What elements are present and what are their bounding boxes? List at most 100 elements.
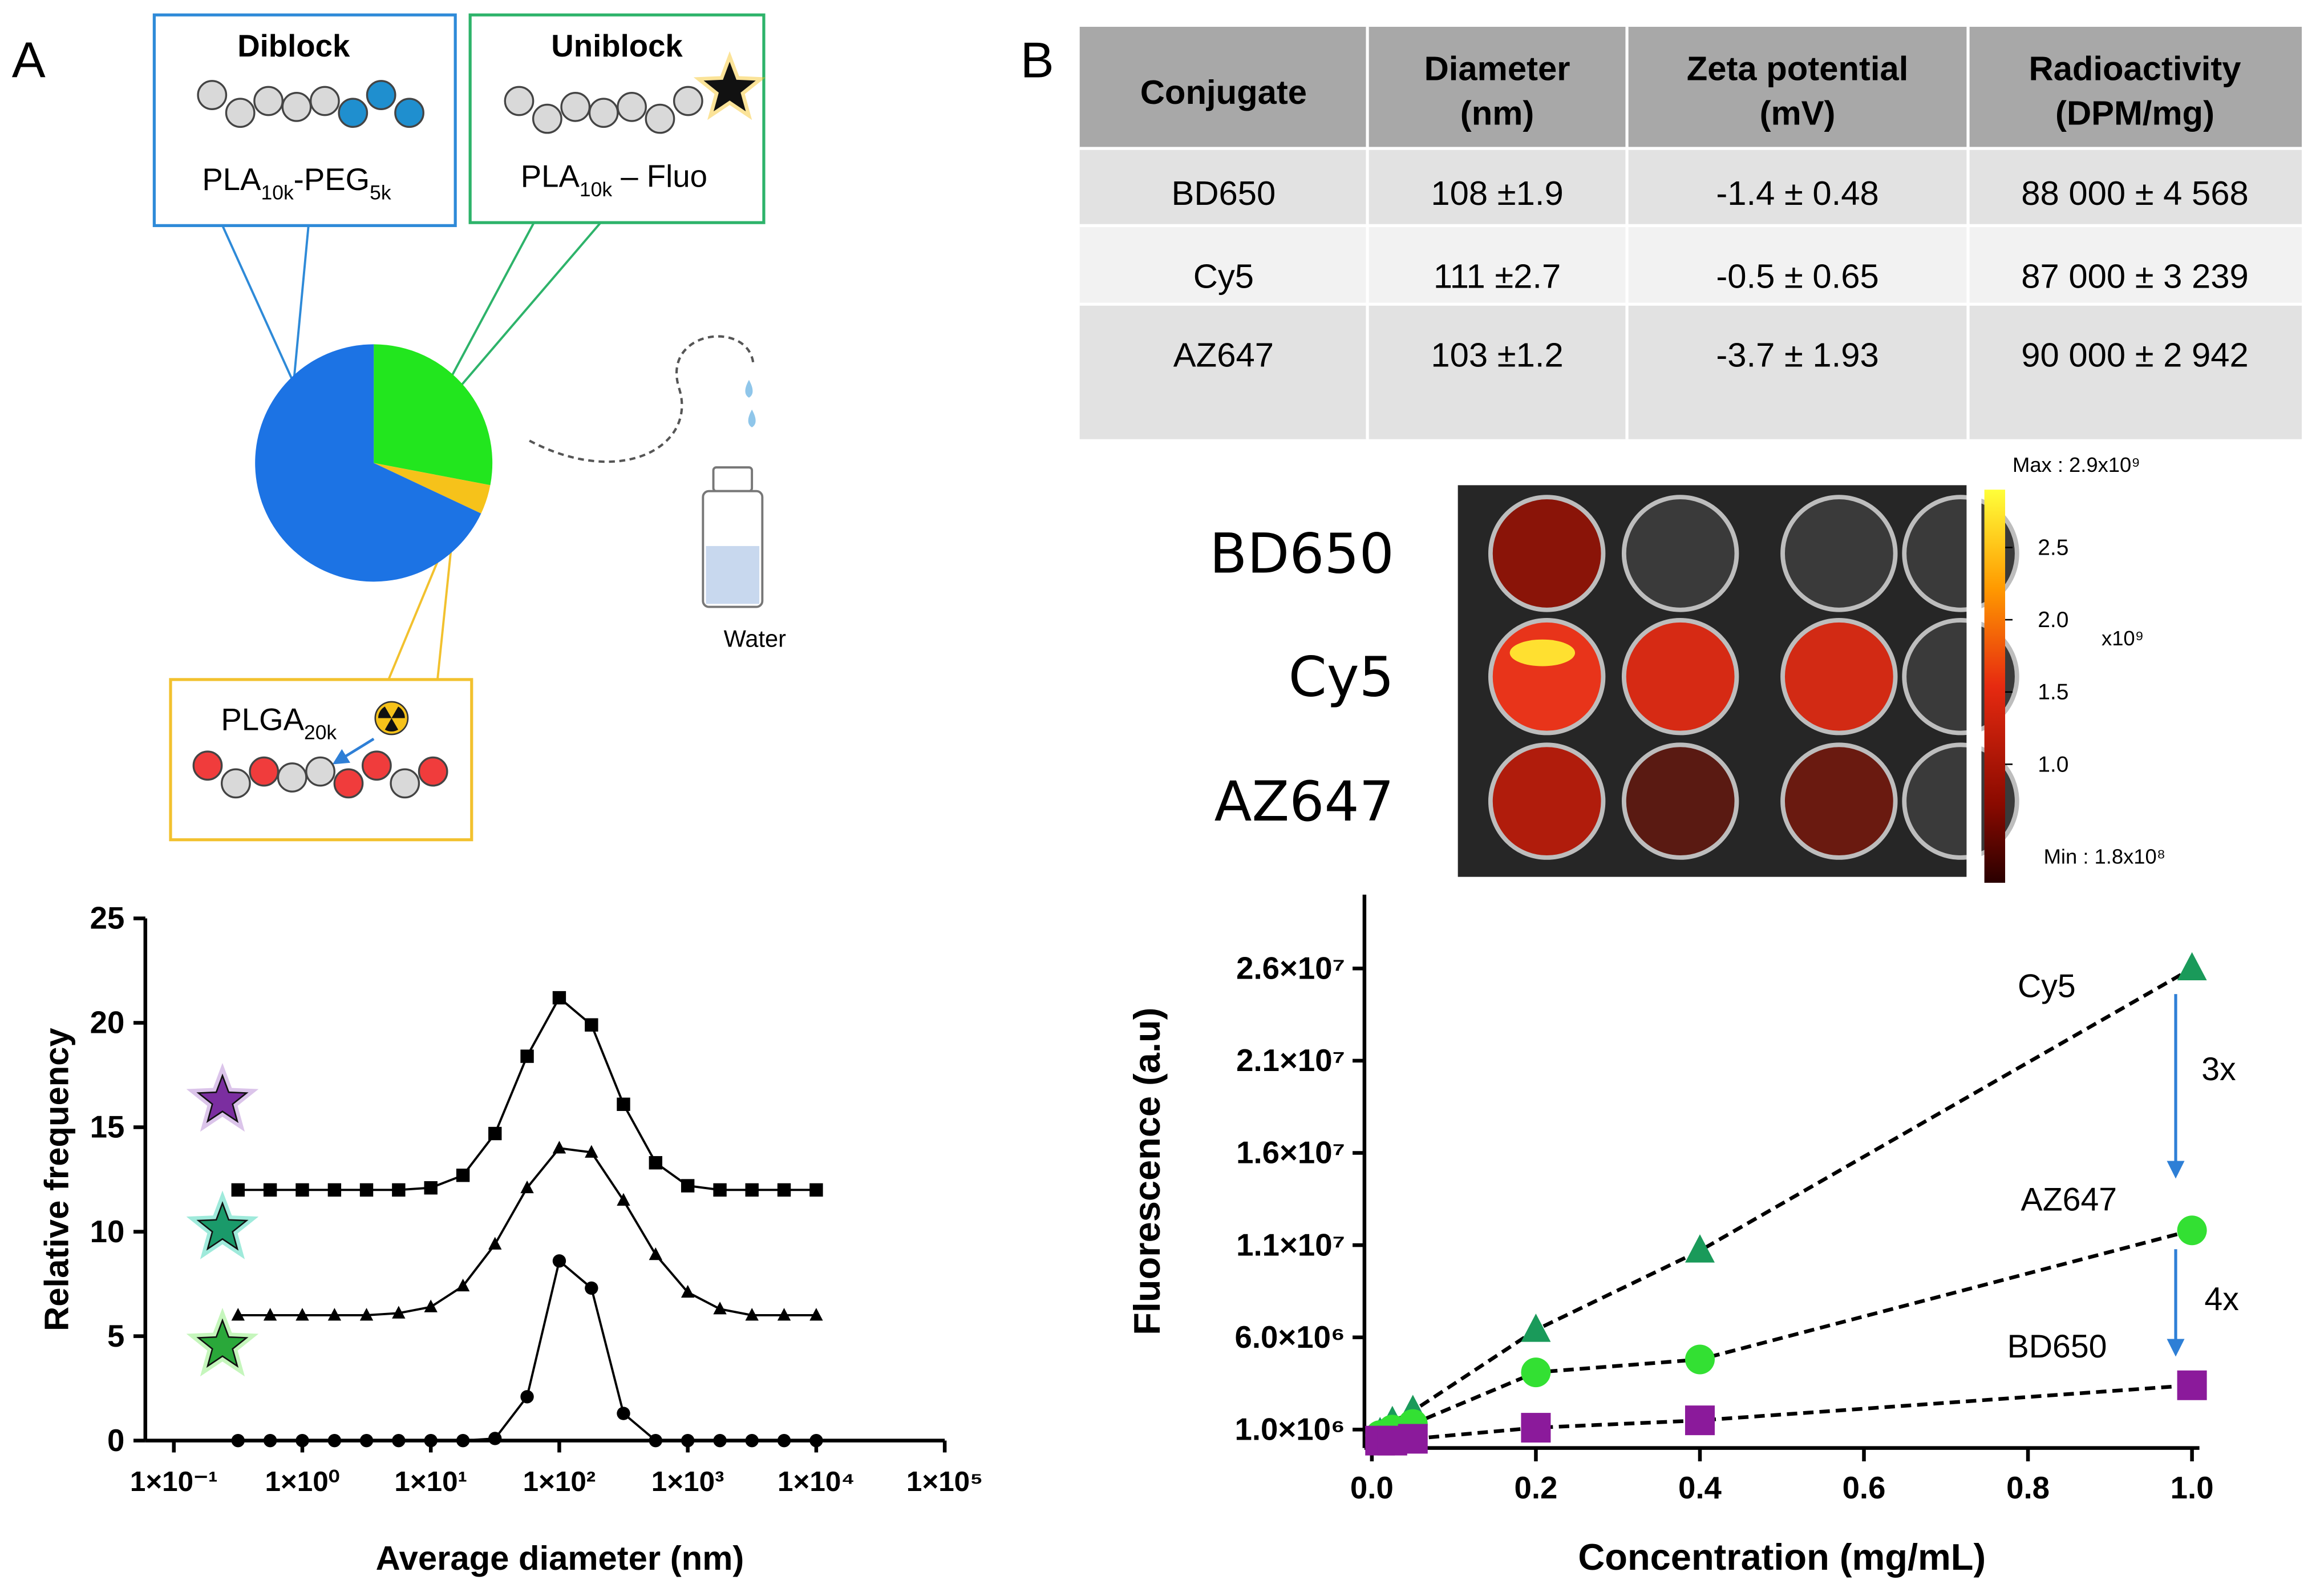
series-label: AZ647 bbox=[2021, 1182, 2117, 1218]
x-tick-label: 1×10⁴ bbox=[778, 1466, 855, 1497]
marker-triangle bbox=[295, 1308, 309, 1321]
marker-square bbox=[809, 1183, 823, 1197]
series-label: BD650 bbox=[2007, 1328, 2107, 1365]
callout-title: Uniblock bbox=[551, 29, 683, 63]
row-label: AZ647 bbox=[1214, 770, 1394, 834]
vial-label: Water bbox=[724, 625, 786, 652]
x-tick-label: 0.4 bbox=[1678, 1470, 1722, 1505]
marker-square bbox=[777, 1183, 791, 1197]
bead bbox=[338, 98, 369, 128]
marker-square bbox=[585, 1018, 598, 1032]
droplet bbox=[745, 379, 753, 398]
series-line bbox=[238, 1147, 816, 1316]
marker-circle bbox=[520, 1390, 534, 1404]
marker-square bbox=[359, 1183, 374, 1197]
droplet bbox=[748, 409, 756, 427]
marker-triangle bbox=[424, 1299, 438, 1312]
colorbar-tick-label: 2.0 bbox=[2038, 608, 2068, 632]
x-tick-label: 1.0 bbox=[2171, 1470, 2214, 1505]
callout-title: Diblock bbox=[237, 29, 350, 63]
y-tick-label: 2.1×10⁷ bbox=[1236, 1043, 1345, 1078]
marker-circle bbox=[2177, 1215, 2207, 1246]
subscript: 20k bbox=[304, 721, 337, 744]
radiation-blade bbox=[391, 706, 405, 718]
x-tick-label: 1×10² bbox=[523, 1466, 596, 1497]
well bbox=[1621, 495, 1739, 612]
x-axis-title: Average diameter (nm) bbox=[376, 1539, 744, 1577]
arrow bbox=[332, 737, 375, 765]
well bbox=[1488, 495, 1606, 612]
bead bbox=[309, 86, 340, 116]
formula-part: PLA bbox=[202, 162, 261, 197]
formula-part: PLA bbox=[521, 159, 580, 194]
y-tick-label: 1.6×10⁷ bbox=[1236, 1136, 1345, 1170]
radiation-blade bbox=[378, 706, 392, 718]
series-line bbox=[238, 1259, 816, 1442]
star-icon bbox=[196, 1073, 249, 1124]
flow-line bbox=[529, 335, 755, 463]
marker-square bbox=[327, 1183, 342, 1197]
marker-triangle bbox=[713, 1302, 727, 1315]
marker-circle bbox=[777, 1433, 791, 1448]
bead bbox=[192, 750, 223, 781]
marker-triangle bbox=[263, 1308, 277, 1321]
x-tick-label: 1×10⁻¹ bbox=[130, 1466, 218, 1497]
plate-clip bbox=[1966, 475, 1982, 891]
bead bbox=[504, 86, 535, 116]
table-cell: 90 000 ± 2 942 bbox=[2021, 336, 2248, 374]
x-tick-label: 1×10⁰ bbox=[265, 1466, 339, 1497]
subscript: 10k bbox=[580, 178, 612, 201]
formula: PLGA20k bbox=[221, 702, 337, 744]
subscript: 10k bbox=[261, 181, 294, 204]
series-label: Cy5 bbox=[2018, 968, 2076, 1004]
bead bbox=[305, 756, 335, 787]
marker-triangle bbox=[552, 1141, 566, 1154]
colorbar-unit: x10⁹ bbox=[2102, 627, 2144, 650]
y-tick-label: 10 bbox=[90, 1214, 125, 1249]
bead bbox=[361, 750, 392, 781]
subscript: 5k bbox=[370, 181, 391, 204]
table-cell: 111 ±2.7 bbox=[1434, 257, 1561, 296]
marker-circle bbox=[713, 1433, 727, 1448]
y-tick-label: 1.1×10⁷ bbox=[1236, 1227, 1345, 1262]
callout-pointer bbox=[221, 225, 295, 383]
marker-square bbox=[263, 1183, 277, 1197]
marker-triangle bbox=[745, 1308, 759, 1321]
marker-circle bbox=[552, 1254, 566, 1268]
star-icon bbox=[196, 1318, 249, 1368]
formula: PLA10k-PEG5k bbox=[202, 162, 391, 204]
marker-triangle bbox=[359, 1308, 374, 1321]
marker-square bbox=[681, 1179, 695, 1193]
marker-circle bbox=[649, 1433, 662, 1448]
pie-slice bbox=[374, 344, 493, 486]
x-tick-label: 1×10⁵ bbox=[906, 1466, 983, 1497]
vial-water bbox=[706, 546, 760, 604]
table-cell: AZ647 bbox=[1173, 336, 1274, 374]
marker-square bbox=[295, 1183, 309, 1197]
series-line bbox=[1379, 967, 2193, 1435]
bead bbox=[225, 98, 256, 128]
table-header-cell: (nm) bbox=[1460, 94, 1535, 132]
x-tick-label: 0.6 bbox=[1843, 1470, 1886, 1505]
bead bbox=[253, 86, 284, 116]
bead bbox=[249, 756, 280, 787]
colorbar-tick-label: 1.0 bbox=[2038, 752, 2068, 777]
table-header-cell: Conjugate bbox=[1140, 73, 1307, 111]
marker-circle bbox=[809, 1433, 823, 1448]
series-line bbox=[1379, 1229, 2193, 1437]
marker-square bbox=[649, 1156, 662, 1170]
marker-triangle bbox=[809, 1308, 823, 1321]
marker-circle bbox=[295, 1433, 309, 1448]
row-label: Cy5 bbox=[1289, 645, 1394, 709]
table-row bbox=[1079, 225, 2302, 305]
marker-square bbox=[2177, 1370, 2207, 1400]
marker-square bbox=[488, 1126, 502, 1141]
y-tick-label: 6.0×10⁶ bbox=[1234, 1320, 1345, 1355]
bead bbox=[333, 768, 364, 799]
bead bbox=[197, 80, 228, 110]
well bbox=[1488, 742, 1606, 860]
table-row bbox=[1079, 304, 2302, 439]
colorbar-tick-label: 2.5 bbox=[2038, 535, 2068, 560]
y-tick-label: 0 bbox=[107, 1423, 124, 1458]
